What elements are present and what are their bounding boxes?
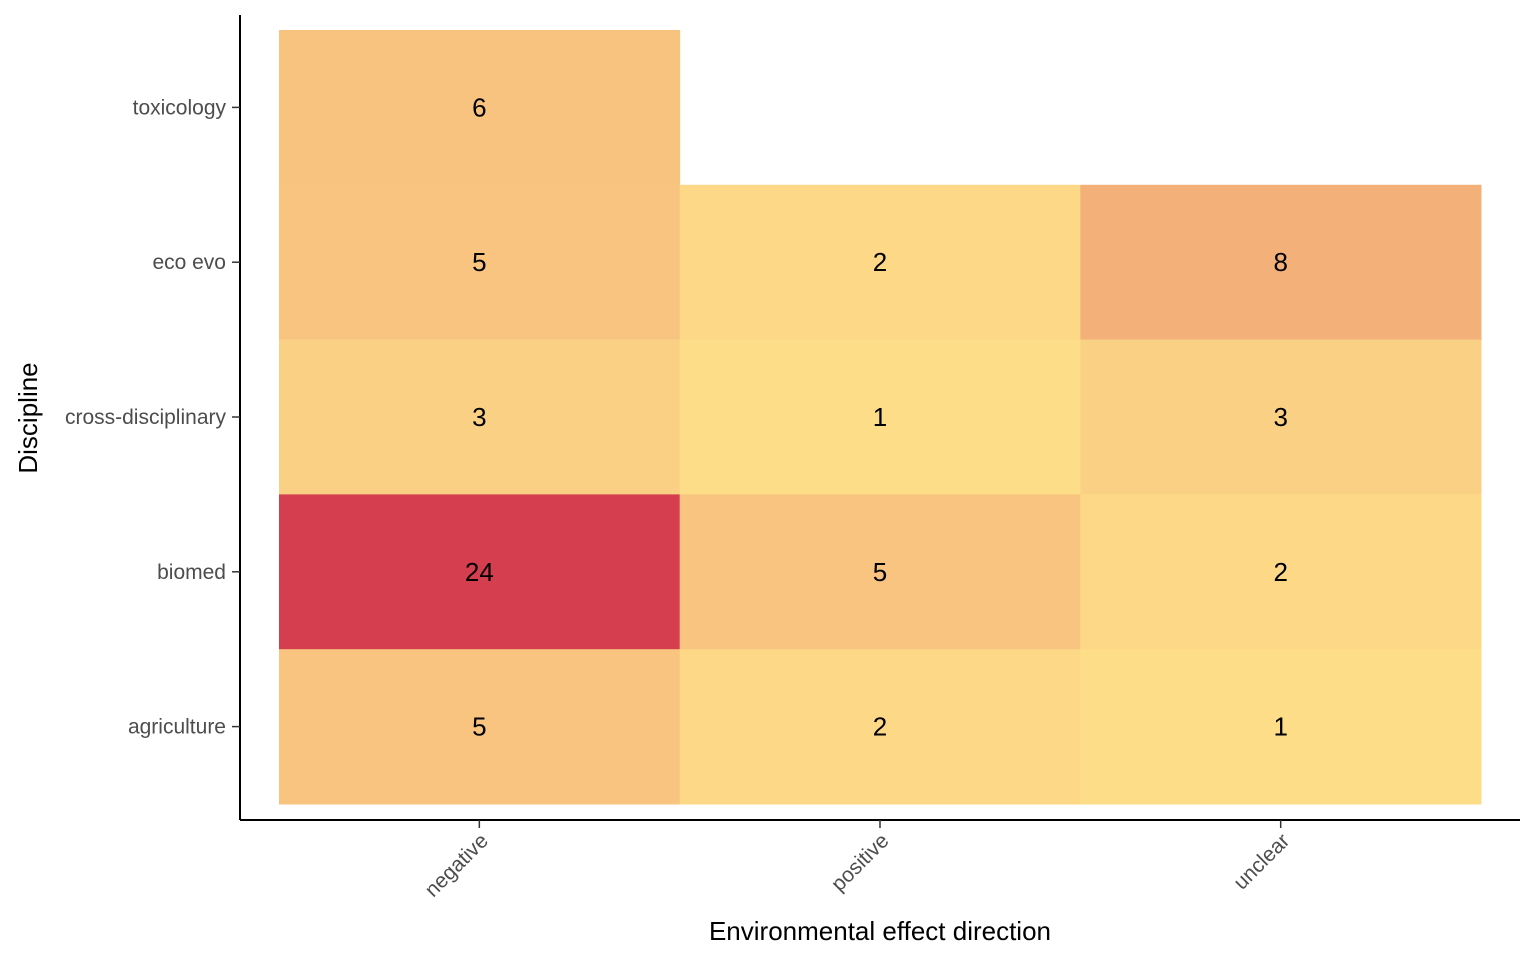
cell-value-negative-agriculture: 5 (472, 712, 486, 742)
y-tick-label-toxicology: toxicology (133, 96, 227, 119)
y-axis-title: Discipline (13, 362, 43, 473)
cell-value-positive-agriculture: 2 (873, 712, 887, 742)
cell-value-unclear-agriculture: 1 (1273, 712, 1287, 742)
heatmap-cell-unclear-cross-disciplinary (1080, 339, 1482, 495)
cell-value-negative-biomed: 24 (465, 557, 494, 587)
cell-value-positive-cross-disciplinary: 1 (873, 402, 887, 432)
heatmap-cell-positive-agriculture (679, 649, 1081, 805)
heatmap-cell-unclear-agriculture (1080, 649, 1482, 805)
y-tick-label-biomed: biomed (157, 561, 226, 584)
heatmap-cell-negative-cross-disciplinary (279, 339, 681, 495)
cell-value-negative-toxicology: 6 (472, 92, 486, 122)
heatmap-cell-negative-eco-evo (279, 184, 681, 341)
heatmap-cell-positive-eco-evo (679, 184, 1081, 341)
cell-value-labels: 6 5 2 8 3 1 3 24 5 2 5 2 1 (465, 92, 1288, 741)
cell-value-unclear-cross-disciplinary: 3 (1273, 402, 1287, 432)
cell-value-unclear-eco-evo: 8 (1273, 247, 1287, 277)
x-tick-label-unclear: unclear (1229, 829, 1294, 894)
x-axis-ticks: negative positive unclear (420, 820, 1294, 902)
x-tick-label-negative: negative (420, 829, 492, 901)
cell-value-negative-cross-disciplinary: 3 (472, 402, 486, 432)
y-tick-label-eco-evo: eco evo (152, 251, 226, 274)
y-tick-label-cross-disciplinary: cross-disciplinary (65, 406, 227, 429)
y-axis-ticks: agriculture biomed cross-disciplinary eco e… (65, 96, 240, 739)
heatmap-cell-positive-cross-disciplinary (679, 339, 1081, 495)
x-tick-label-positive: positive (827, 829, 894, 896)
y-tick-label-agriculture: agriculture (128, 716, 226, 739)
cell-value-positive-biomed: 5 (873, 557, 887, 587)
x-axis-title: Environmental effect direction (709, 916, 1051, 946)
heatmap-cells (279, 30, 1482, 805)
heatmap-cell-unclear-biomed (1080, 494, 1482, 650)
heatmap-cell-negative-toxicology (279, 30, 681, 186)
cell-value-positive-eco-evo: 2 (873, 247, 887, 277)
cell-value-negative-eco-evo: 5 (472, 247, 486, 277)
heatmap-cell-negative-agriculture (279, 649, 681, 805)
heatmap-cell-negative-biomed (279, 494, 681, 650)
cell-value-unclear-biomed: 2 (1273, 557, 1287, 587)
heatmap-cell-positive-biomed (679, 494, 1081, 650)
heatmap-cell-unclear-eco-evo (1080, 184, 1482, 341)
